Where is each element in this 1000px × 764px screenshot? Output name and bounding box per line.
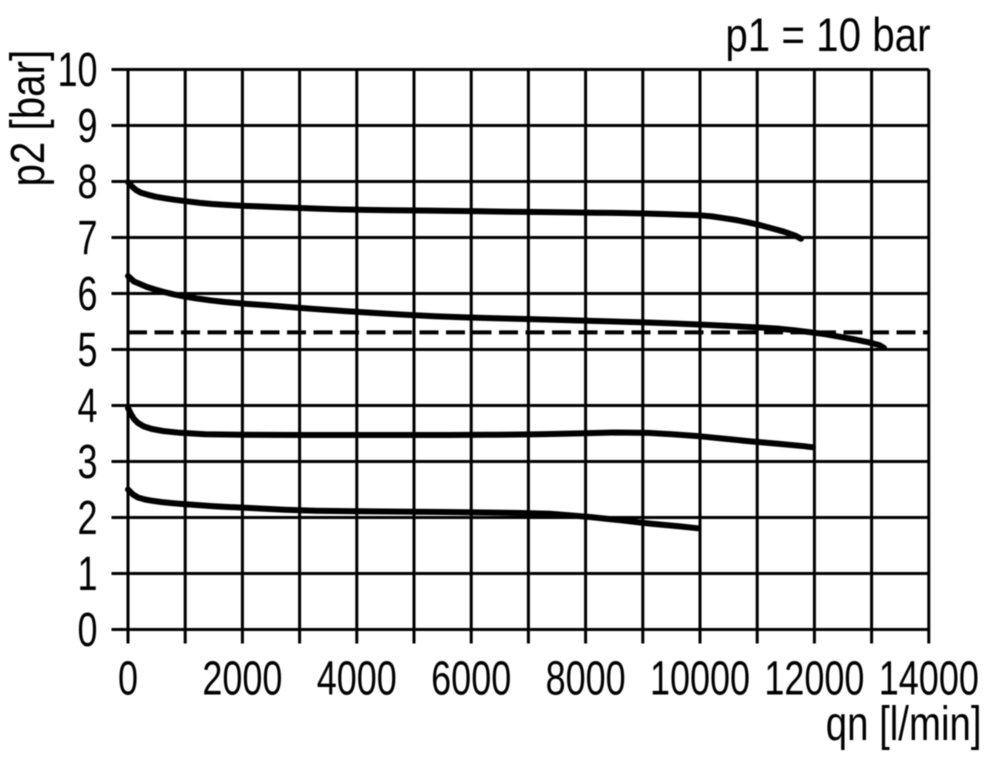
svg-text:14000: 14000 (879, 652, 979, 705)
svg-text:10000: 10000 (650, 652, 750, 705)
svg-text:7: 7 (77, 211, 97, 264)
svg-text:2000: 2000 (202, 652, 282, 705)
svg-text:p1 = 10 bar: p1 = 10 bar (725, 9, 930, 62)
svg-text:12000: 12000 (764, 652, 864, 705)
svg-text:qn [l/min]: qn [l/min] (826, 698, 982, 751)
svg-text:2: 2 (77, 491, 97, 544)
svg-text:8000: 8000 (546, 652, 626, 705)
svg-text:4: 4 (77, 379, 97, 432)
svg-text:3: 3 (77, 435, 97, 488)
svg-text:6000: 6000 (431, 652, 511, 705)
svg-text:1: 1 (77, 547, 97, 600)
svg-text:10: 10 (57, 43, 97, 96)
svg-text:6: 6 (77, 267, 97, 320)
svg-text:9: 9 (77, 99, 97, 152)
svg-text:0: 0 (118, 652, 138, 705)
svg-text:4000: 4000 (317, 652, 397, 705)
svg-text:0: 0 (77, 603, 97, 656)
svg-text:5: 5 (77, 323, 97, 376)
svg-text:p2 [bar]: p2 [bar] (2, 50, 55, 187)
svg-text:8: 8 (77, 155, 97, 208)
